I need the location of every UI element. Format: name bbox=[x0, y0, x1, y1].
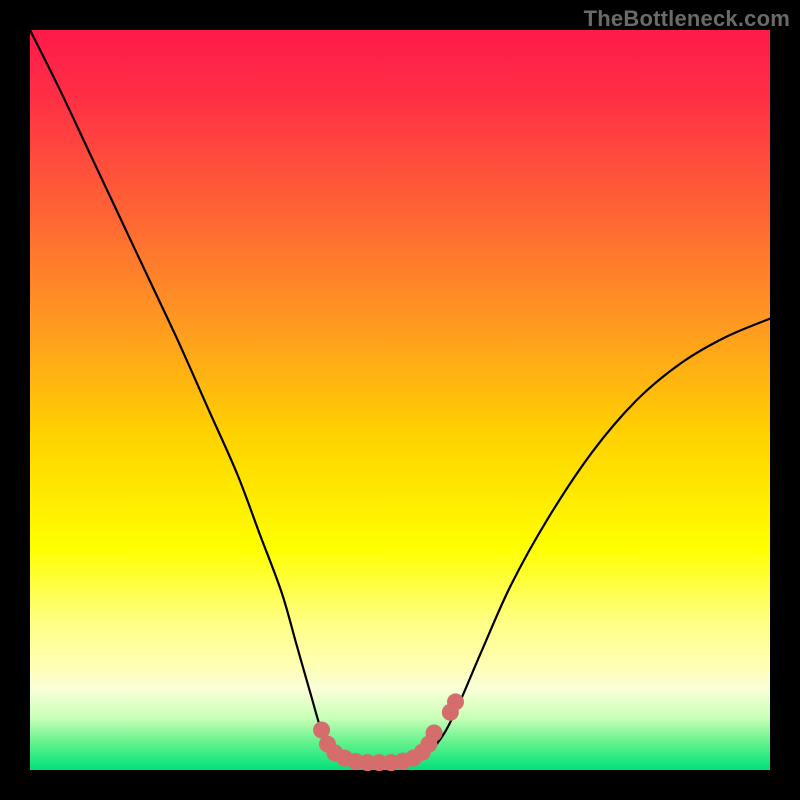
watermark-text: TheBottleneck.com bbox=[584, 6, 790, 32]
optimal-marker-dot bbox=[447, 693, 464, 710]
bottleneck-chart bbox=[0, 0, 800, 800]
plot-gradient-background bbox=[30, 30, 770, 770]
optimal-marker-dot bbox=[426, 725, 443, 742]
chart-wrapper: TheBottleneck.com bbox=[0, 0, 800, 800]
